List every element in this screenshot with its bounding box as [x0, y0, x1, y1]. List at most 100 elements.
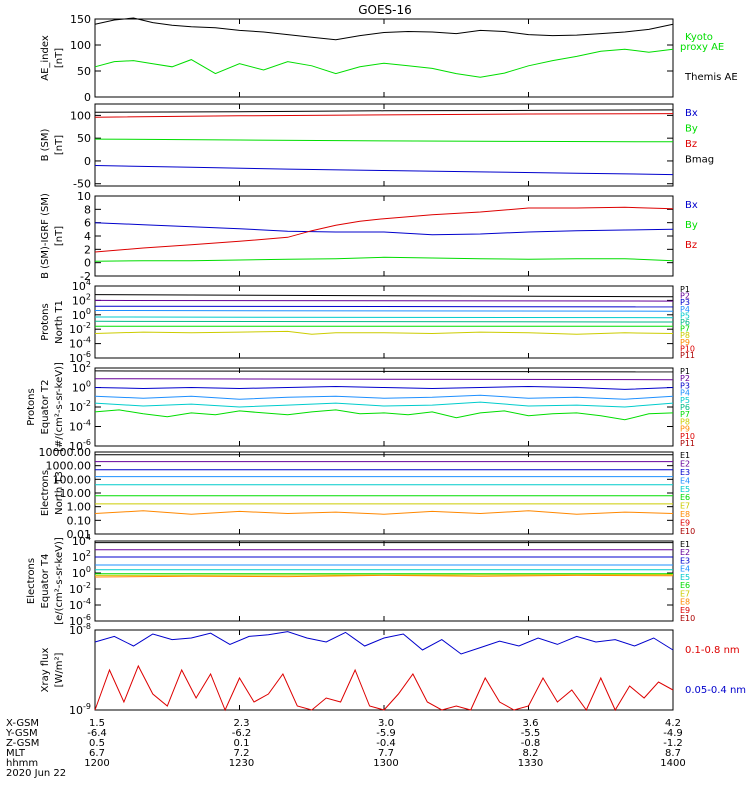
- ephemeris-table: X-GSM 1.5 2.3 3.0 3.6 4.2 Y-GSM -6.4 -6.2 -5.9 -5.…: [5, 718, 686, 779]
- y-tick-label: 100: [72, 307, 91, 322]
- legend-entry: E4: [680, 565, 690, 574]
- y-axis-label: Protons: [26, 388, 37, 425]
- y-axis-label: Electrons: [40, 470, 51, 516]
- y-tick-label: 104: [72, 278, 91, 293]
- legend-entry: Themis AE: [684, 72, 738, 83]
- legend-entry: P3: [680, 298, 690, 307]
- legend-entry: Bz: [685, 240, 697, 251]
- legend-entry: Bx: [685, 108, 698, 119]
- y-tick-label: 1000.00: [46, 460, 92, 473]
- legend-entry: E1: [680, 451, 690, 460]
- y-tick-label: 10-4: [69, 419, 91, 434]
- series-p6: [94, 320, 674, 323]
- y-axis-label: North T1: [54, 300, 65, 344]
- legend-entry: P6: [680, 318, 690, 327]
- legend-entry: Bmag: [685, 155, 714, 166]
- ephem-value: 0.1: [234, 738, 250, 749]
- ephem-value: 3.6: [523, 718, 539, 729]
- y-axis-label: B (SM)-IGRF (SM): [40, 193, 51, 279]
- legend-entry: By: [685, 220, 698, 231]
- y-tick-label: 1.00: [67, 501, 92, 514]
- series-p2: [94, 299, 674, 302]
- ephem-value: 6.7: [89, 748, 105, 759]
- ephem-value: 7.7: [378, 748, 394, 759]
- y-tick-label: 50: [77, 132, 91, 145]
- series-0-1-0-8-nm: [94, 664, 674, 712]
- series-p7: [94, 409, 674, 421]
- panel-8: 10-9 10-8 Xray flux [W/m²] 0.1-0.8 nm 0.05-0.…: [40, 622, 746, 717]
- y-tick-label: 4: [84, 230, 91, 243]
- ephem-value: 2.3: [234, 718, 250, 729]
- y-tick-label: 0.10: [67, 514, 92, 527]
- legend-entry: P2: [680, 292, 690, 301]
- legend-entry: E3: [680, 468, 690, 477]
- panel-frame: [94, 540, 674, 622]
- series-by: [94, 138, 674, 143]
- ephem-value: 1.5: [89, 718, 105, 729]
- legend-entry: E1: [680, 540, 690, 549]
- ephem-value: 0.5: [89, 738, 105, 749]
- legend-entry: 0.05-0.4 nm: [685, 685, 746, 696]
- y-axis-label: AE_index: [40, 35, 51, 81]
- series-by: [94, 256, 674, 262]
- legend-entry: E7: [680, 502, 690, 511]
- legend-entry: P1: [680, 367, 690, 376]
- legend-entry: 0.1-0.8 nm: [685, 645, 740, 656]
- y-axis-label: B (SM): [40, 128, 51, 161]
- series-bmag: [94, 109, 674, 113]
- chart-title: GOES-16: [358, 3, 412, 17]
- y-axis-label: Equator T2: [40, 380, 51, 435]
- ephem-value: 7.2: [234, 748, 250, 759]
- series-bz: [94, 206, 674, 253]
- legend-entry: E8: [680, 598, 690, 607]
- series-bz: [94, 113, 674, 118]
- ephem-value: 8.2: [523, 748, 539, 759]
- series-p1: [94, 294, 674, 298]
- legend-entry: P7: [680, 410, 690, 419]
- y-tick-label: 102: [72, 292, 91, 307]
- ephem-value: -6.4: [87, 728, 107, 739]
- y-tick-label: 10-2: [69, 581, 91, 596]
- ephem-row-label: Z-GSM: [6, 738, 39, 749]
- series-kyoto-proxy-ae: [94, 48, 674, 78]
- y-tick-label: 100: [70, 39, 91, 52]
- panel-2: -50 0 50 100 B (SM) [nT] Bx By Bz Bmag: [40, 103, 714, 191]
- y-tick-label: 0: [84, 155, 91, 168]
- legend-entry: P8: [680, 331, 690, 340]
- y-axis-label: [e/(cm²-s-sr-keV)]: [54, 537, 65, 625]
- legend-entry: E6: [680, 493, 690, 502]
- legend-entry: P10: [680, 432, 695, 441]
- ephem-value: 1300: [373, 758, 398, 769]
- y-tick-label: 100: [72, 565, 91, 580]
- y-tick-label: 102: [72, 360, 91, 375]
- ephem-value: 8.7: [665, 748, 681, 759]
- y-tick-label: 10-4: [69, 597, 91, 612]
- y-axis-label: Equator T4: [40, 554, 51, 609]
- ephem-value: 1230: [229, 758, 254, 769]
- ephem-value: 1400: [660, 758, 685, 769]
- ephem-value: -6.2: [232, 728, 252, 739]
- y-tick-label: 0: [84, 91, 91, 104]
- series-p3: [94, 385, 674, 390]
- legend-entry: P9: [680, 425, 690, 434]
- y-tick-label: 10-2: [69, 399, 91, 414]
- y-tick-label: 100: [70, 109, 91, 122]
- y-axis-label: [W/m²]: [54, 652, 65, 687]
- y-tick-label: 10.00: [60, 487, 92, 500]
- y-tick-label: 2: [84, 243, 91, 256]
- legend-entry: P4: [680, 389, 690, 398]
- legend-entry: E9: [680, 606, 690, 615]
- y-tick-label: 100.00: [53, 473, 92, 486]
- series-bx: [94, 165, 674, 176]
- legend-entry: E10: [680, 614, 695, 623]
- legend-entry: P5: [680, 396, 690, 405]
- ephem-value: -5.5: [521, 728, 541, 739]
- series-p4: [94, 394, 674, 400]
- series-p4: [94, 310, 674, 312]
